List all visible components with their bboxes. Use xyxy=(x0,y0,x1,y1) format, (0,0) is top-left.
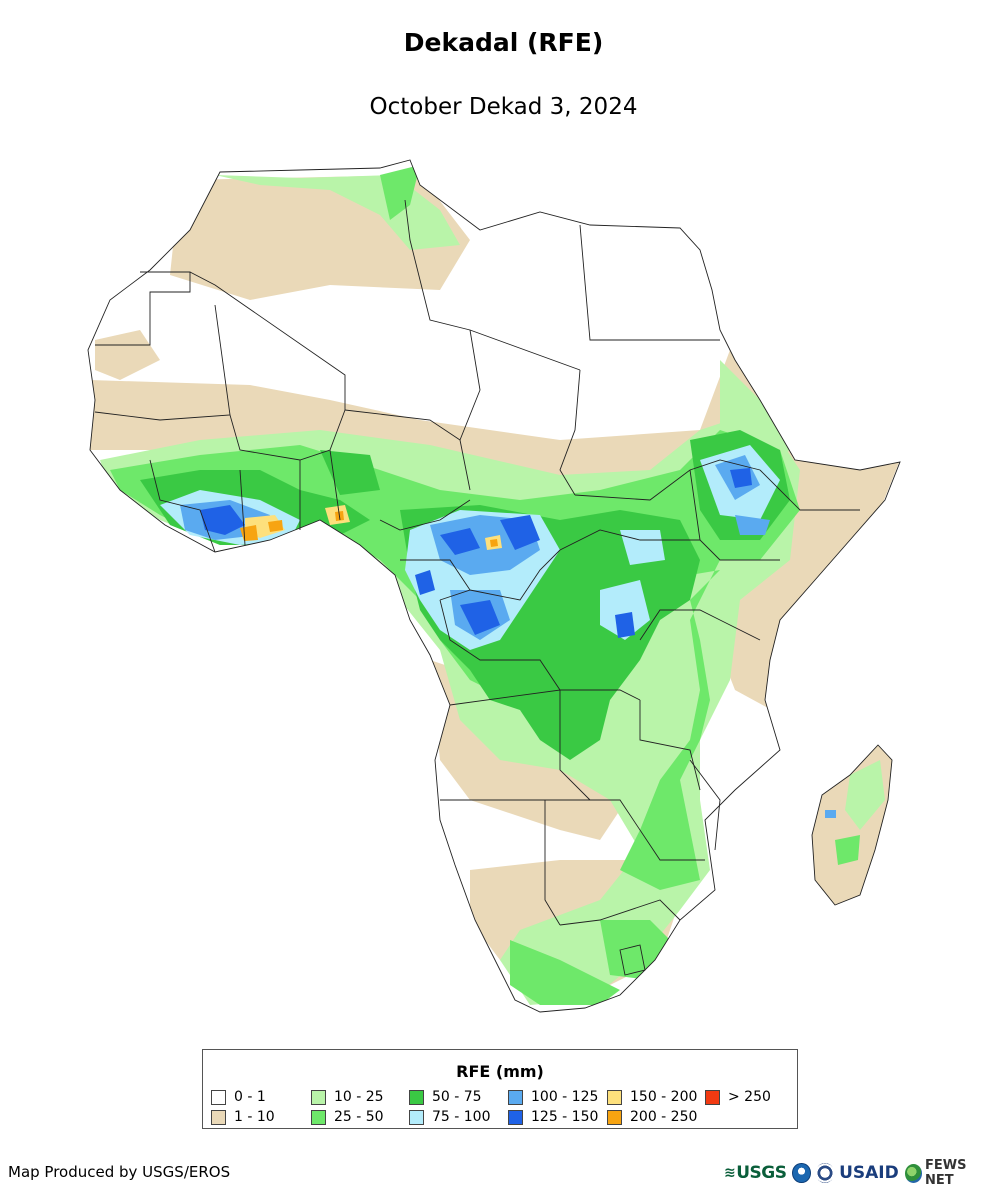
legend: RFE (mm) 0 - 1 1 - 10 10 - 25 25 - 50 50… xyxy=(202,1049,798,1129)
globe-icon xyxy=(904,1163,923,1183)
legend-swatch xyxy=(409,1089,424,1105)
legend-item: 150 - 200 xyxy=(607,1088,697,1106)
map-credit: Map Produced by USGS/EROS xyxy=(8,1163,231,1181)
legend-swatch xyxy=(409,1109,424,1125)
legend-item: 75 - 100 xyxy=(409,1108,491,1126)
legend-label: 10 - 25 xyxy=(334,1089,384,1105)
legend-swatch xyxy=(508,1089,523,1105)
legend-title: RFE (mm) xyxy=(456,1062,544,1081)
legend-swatch xyxy=(311,1109,326,1125)
legend-item: 100 - 125 xyxy=(508,1088,598,1106)
rainfall-zones xyxy=(90,165,900,1005)
legend-label: 25 - 50 xyxy=(334,1109,384,1125)
legend-swatch xyxy=(211,1089,226,1105)
madagascar-rainfall xyxy=(812,745,892,905)
legend-item: 25 - 50 xyxy=(311,1108,384,1126)
usgs-logo-icon: ≋ USGS xyxy=(724,1163,787,1183)
legend-swatch xyxy=(607,1109,622,1125)
legend-label: 125 - 150 xyxy=(531,1109,599,1125)
legend-label: 1 - 10 xyxy=(234,1109,275,1125)
legend-swatch xyxy=(705,1089,720,1105)
map-title: Dekadal (RFE) xyxy=(403,28,604,57)
noaa-logo-icon xyxy=(792,1163,811,1183)
legend-label: > 250 xyxy=(728,1089,771,1105)
state-seal-icon xyxy=(815,1163,835,1183)
legend-item: > 250 xyxy=(705,1088,771,1106)
fews-net-logo-text: FEWS NET xyxy=(925,1158,967,1188)
legend-label: 100 - 125 xyxy=(531,1089,599,1105)
legend-label: 0 - 1 xyxy=(234,1089,266,1105)
legend-item: 1 - 10 xyxy=(211,1108,275,1126)
country-borders xyxy=(87,159,901,1013)
legend-swatch xyxy=(607,1089,622,1105)
legend-item: 50 - 75 xyxy=(409,1088,482,1106)
legend-label: 50 - 75 xyxy=(432,1089,482,1105)
map-subtitle: October Dekad 3, 2024 xyxy=(369,94,638,120)
legend-swatch xyxy=(311,1089,326,1105)
legend-label: 200 - 250 xyxy=(630,1109,698,1125)
legend-label: 75 - 100 xyxy=(432,1109,491,1125)
legend-swatch xyxy=(508,1109,523,1125)
partner-logos: ≋ USGS USAID FEWS NET xyxy=(724,1158,999,1188)
legend-label: 150 - 200 xyxy=(630,1089,698,1105)
usgs-logo-text: USGS xyxy=(736,1163,787,1183)
usaid-logo-text: USAID xyxy=(839,1163,899,1183)
legend-item: 200 - 250 xyxy=(607,1108,697,1126)
legend-item: 0 - 1 xyxy=(211,1088,266,1106)
legend-item: 10 - 25 xyxy=(311,1088,384,1106)
legend-swatch xyxy=(211,1109,226,1125)
legend-item: 125 - 150 xyxy=(508,1108,598,1126)
africa-rainfall-map xyxy=(87,159,901,1013)
